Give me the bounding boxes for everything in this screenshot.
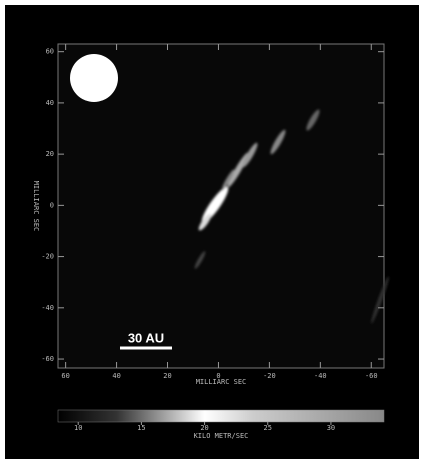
y-tick-label: -60 xyxy=(41,355,54,363)
y-tick-label: -20 xyxy=(41,253,54,261)
plot-frame xyxy=(57,43,385,369)
beam xyxy=(70,54,118,102)
y-tick-label: 20 xyxy=(46,150,54,158)
y-tick-label: -40 xyxy=(41,304,54,312)
colorbar-label: KILO METR/SEC xyxy=(194,432,249,440)
colorbar-tick-label: 30 xyxy=(327,424,335,432)
y-axis-label: MILLIARC SEC xyxy=(32,181,40,232)
x-axis-label: MILLIARC SEC xyxy=(196,378,247,386)
x-tick-label: 20 xyxy=(163,372,171,380)
colorbar-tick-label: 25 xyxy=(264,424,272,432)
colorbar-tick-label: 10 xyxy=(74,424,82,432)
colorbar-tick-label: 15 xyxy=(137,424,145,432)
y-tick-label: 0 xyxy=(50,201,54,209)
y-tick-label: 40 xyxy=(46,99,54,107)
x-tick-label: 40 xyxy=(112,372,120,380)
colorbar xyxy=(57,409,385,423)
x-tick-label: 60 xyxy=(61,372,69,380)
colorbar-tick-label: 20 xyxy=(200,424,208,432)
x-tick-label: -40 xyxy=(314,372,327,380)
x-tick-label: 0 xyxy=(216,372,220,380)
y-tick-label: 60 xyxy=(46,48,54,56)
x-tick-label: -20 xyxy=(263,372,276,380)
emission xyxy=(194,109,389,324)
scale-bar-label: 30 AU xyxy=(128,330,164,345)
x-tick-label: -60 xyxy=(365,372,378,380)
